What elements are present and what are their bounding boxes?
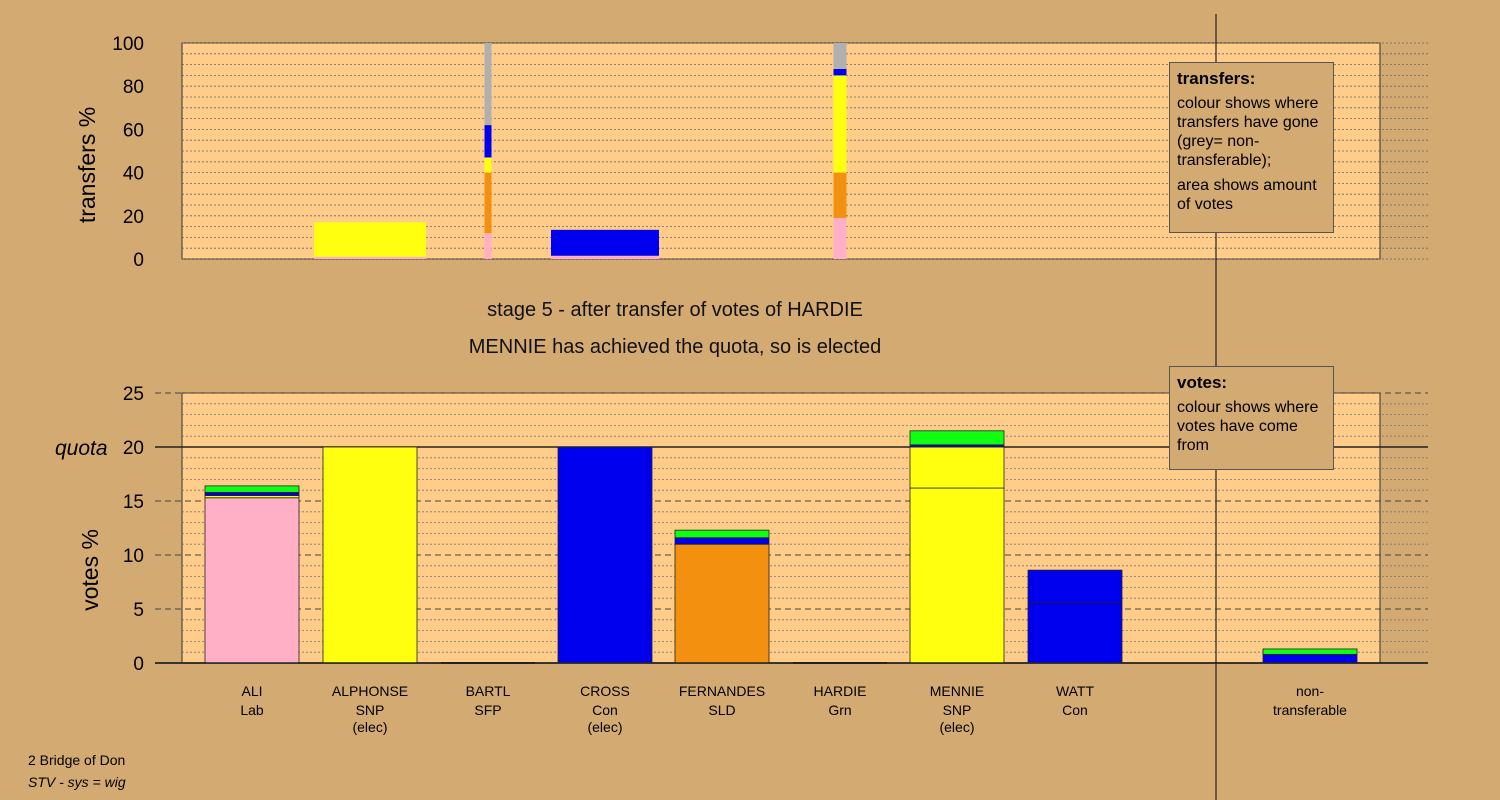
candidate-party-label: SFP [474,702,501,718]
transfers-axis-label: transfers % [74,107,100,223]
vote-bar-segment [204,497,300,664]
candidate-name-label: WATT [1056,683,1095,699]
votes-tick-label: 25 [123,384,144,405]
transfers-legend-colour: colour shows where transfers have gone (… [1177,95,1319,169]
candidate-name-label: HARDIE [814,683,867,699]
transfers-tick-label: 80 [123,77,144,98]
vote-bar-segment [1027,602,1123,664]
vote-bar-segment [909,430,1005,446]
candidate-name-label: BARTL [466,683,511,699]
transfer-bar-segment [484,233,492,259]
transfer-bar-segment [551,229,659,256]
quota-label: quota [55,437,108,460]
votes-axis-label: votes % [77,529,103,611]
votes-tick-label: 5 [133,600,144,621]
candidate-name-label: ALI [241,683,262,699]
votes-tick-label: 20 [123,438,144,459]
ward-name: 2 Bridge of Don [28,752,126,768]
candidate-party-label: SNP [356,702,385,718]
transfers-tick-label: 100 [112,34,144,55]
candidate-name-label: ALPHONSE [332,683,408,699]
vote-bar-segment [909,487,1005,664]
vote-bar-segment [1262,653,1358,664]
vote-bar-segment [674,537,770,545]
votes-tick-label: 15 [123,492,144,513]
candidate-name-label: non- [1296,683,1324,699]
candidate-party-label: SNP [943,702,972,718]
transfer-bar-segment [833,75,847,173]
vote-bar-segment [557,446,653,664]
transfers-legend-title: transfers: [1177,69,1256,88]
votes-legend: votes: colour shows where votes have com… [1169,366,1334,470]
system-label: STV - sys = wig [28,774,126,790]
transfers-legend: transfers: colour shows where transfers … [1169,62,1334,233]
margin-region [1380,0,1428,800]
transfer-bar-segment [314,222,426,257]
candidate-party-label: Lab [240,702,264,718]
transfer-bar-segment [551,255,659,259]
vote-bar-segment [909,446,1005,489]
vote-bar-segment [322,446,418,664]
candidate-name-label: CROSS [580,683,630,699]
transfer-bar-segment [484,157,492,173]
candidate-status-label: (elec) [587,719,622,735]
transfers-tick-label: 20 [123,207,144,228]
transfer-bar-segment [833,68,847,76]
vote-bar-segment [674,529,770,539]
candidate-name-label: MENNIE [930,683,984,699]
transfers-legend-area: area shows amount of votes [1177,177,1317,213]
votes-legend-colour: colour shows where votes have come from [1177,399,1319,454]
candidate-party-label: Con [592,702,618,718]
vote-bar-segment [204,485,300,493]
candidate-party-label: transferable [1273,702,1347,718]
candidate-status-label: (elec) [352,719,387,735]
transfer-bar-segment [484,172,492,234]
vote-bar-segment [1027,569,1123,603]
votes-legend-title: votes: [1177,373,1228,392]
elected-status: MENNIE has achieved the quota, so is ele… [468,336,882,358]
transfer-bar-segment [484,125,492,158]
candidate-party-label: SLD [708,702,735,718]
transfer-bar-segment [314,256,426,259]
transfers-tick-label: 40 [123,164,144,185]
vote-bar-segment [204,491,300,496]
candidate-status-label: (elec) [939,719,974,735]
transfer-bar-segment [833,217,847,259]
vote-bar-segment [674,543,770,664]
transfer-bar-segment [833,43,847,69]
votes-tick-label: 0 [133,654,144,675]
candidate-party-label: Grn [828,702,851,718]
stage-title: stage 5 - after transfer of votes of HAR… [487,299,863,321]
transfer-bar-segment [484,43,492,126]
vote-bar-segment [1262,648,1358,655]
transfers-tick-label: 60 [123,120,144,141]
transfer-bar-segment [833,172,847,218]
transfers-tick-label: 0 [133,250,144,271]
votes-tick-label: 10 [123,546,144,567]
candidate-party-label: Con [1062,702,1088,718]
candidate-name-label: FERNANDES [679,683,765,699]
